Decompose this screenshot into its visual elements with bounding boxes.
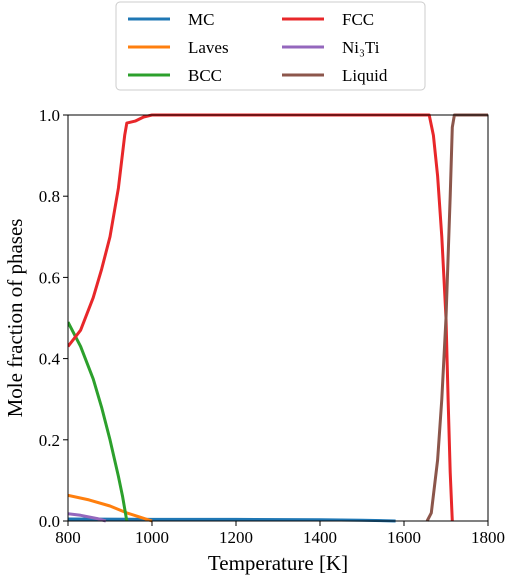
- y-tick-label: 1.0: [39, 106, 60, 125]
- legend-label: Laves: [188, 38, 229, 57]
- legend: MC Laves BCC FCC Ni₃Ti Liquid: [115, 1, 426, 91]
- x-tick-label: 1400: [303, 528, 337, 547]
- y-tick-label: 0.2: [39, 431, 60, 450]
- x-tick-label: 1800: [471, 528, 505, 547]
- series-line-mc: [68, 517, 396, 523]
- y-tick-label: 0.0: [39, 512, 60, 531]
- y-tick-label: 0.6: [39, 268, 60, 287]
- legend-label: MC: [188, 10, 214, 29]
- y-tick-label: 0.8: [39, 187, 60, 206]
- series-line-bcc: [68, 321, 129, 522]
- x-tick-label: 800: [55, 528, 81, 547]
- y-axis-label: Mole fraction of phases: [3, 219, 27, 418]
- legend-label: Ni₃Ti: [342, 38, 380, 57]
- x-tick-label: 1200: [219, 528, 253, 547]
- plot-area: 800 1000 1200 1400 1600 1800 0.0 0.2 0.4 0.6 0.8 1…: [39, 106, 505, 547]
- y-tick-label: 0.4: [39, 350, 61, 369]
- series-line-laves: [68, 493, 153, 523]
- legend-label: FCC: [342, 10, 374, 29]
- legend-label: Liquid: [342, 66, 388, 85]
- x-tick-label: 1600: [387, 528, 421, 547]
- x-axis-label: Temperature [K]: [208, 551, 348, 575]
- plot-frame: [67, 114, 489, 522]
- legend-label: BCC: [188, 66, 222, 85]
- legend-frame: [115, 1, 426, 91]
- series-line-ni-ti: [68, 512, 107, 523]
- x-tick-label: 1000: [135, 528, 169, 547]
- series-line-liquid: [425, 113, 488, 522]
- series-line-fcc: [68, 113, 454, 522]
